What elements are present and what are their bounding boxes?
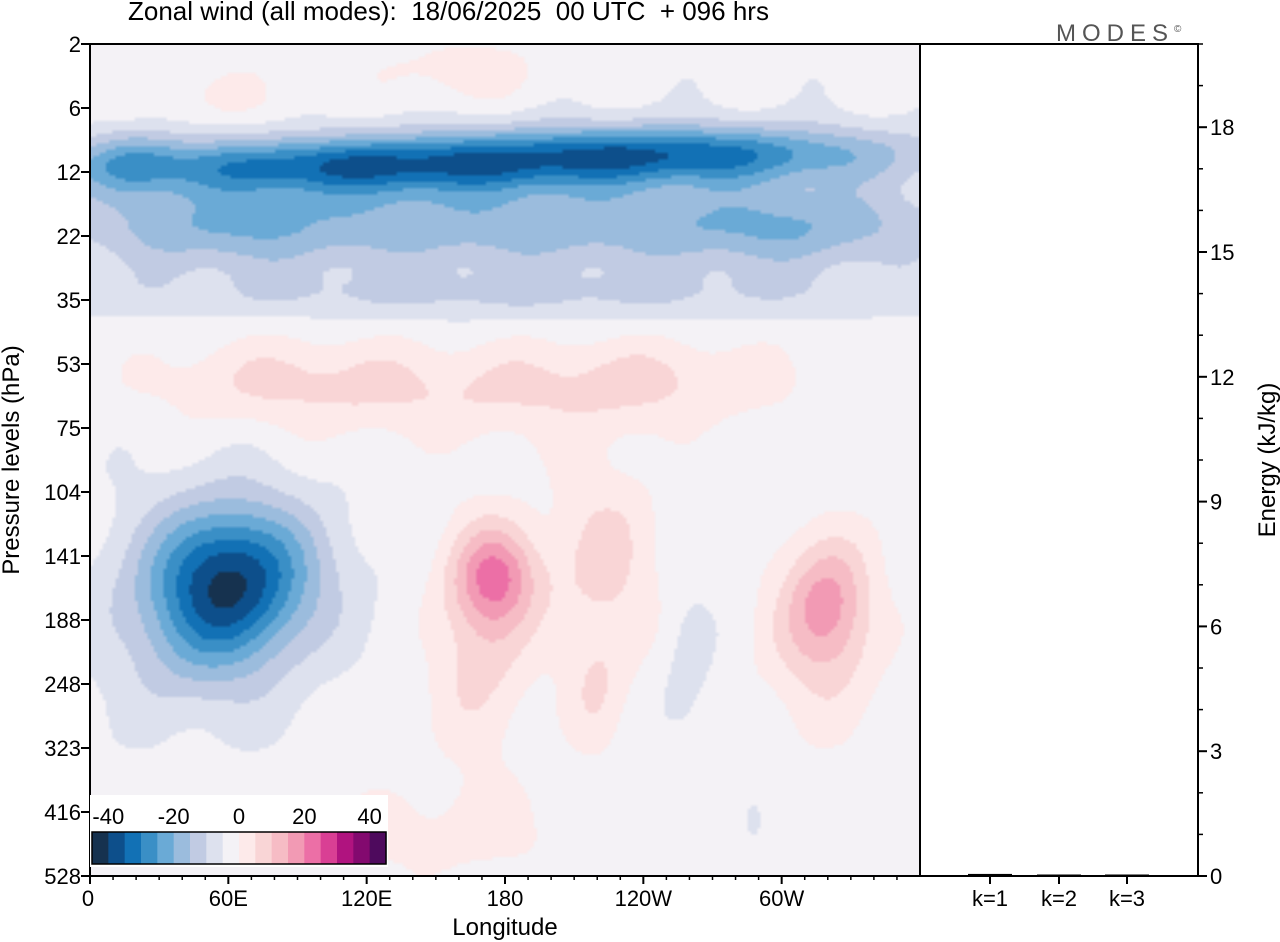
energy-tick-label: 12: [1210, 365, 1234, 390]
colorbar-frame: [91, 831, 387, 865]
colorbar-swatch: [92, 832, 109, 864]
energy-tick-label: 3: [1210, 739, 1222, 764]
energy-category-label: k=1: [972, 886, 1008, 911]
colorbar-tick-label: -40: [92, 804, 124, 829]
energy-panel: [919, 43, 1199, 877]
colorbar-tick-label: 40: [357, 804, 381, 829]
logo-mark: ©: [1174, 24, 1182, 35]
y-tick-label: 2: [69, 32, 81, 57]
colorbar-swatch: [304, 832, 322, 864]
x-tick-label: 120E: [341, 886, 392, 911]
x-tick-label: 0: [82, 886, 94, 911]
x-tick-label: 120W: [615, 886, 673, 911]
x-axis-label: Longitude: [452, 914, 557, 941]
y-tick-label: 416: [44, 800, 81, 825]
colorbar-swatch: [157, 832, 175, 864]
y-tick-label: 6: [69, 96, 81, 121]
x-tick-label: 60W: [759, 886, 804, 911]
chart-title: Zonal wind (all modes): 18/06/2025 00 UT…: [128, 0, 769, 26]
colorbar-swatch: [141, 832, 158, 864]
colorbar-swatch: [222, 832, 240, 864]
energy-tick-label: 6: [1210, 614, 1222, 639]
colorbar-swatch: [108, 832, 126, 864]
colorbar-swatch: [255, 832, 273, 864]
y-tick-label: 248: [44, 672, 81, 697]
y-axis-label: Pressure levels (hPa): [0, 345, 25, 574]
y-tick-label: 53: [57, 352, 81, 377]
y-tick-label: 141: [44, 544, 81, 569]
y-tick-label: 12: [57, 160, 81, 185]
energy-axis-label: Energy (kJ/kg): [1254, 383, 1280, 538]
energy-bar: [968, 873, 1012, 876]
modes-logo: MODES©: [1056, 20, 1181, 48]
energy-tick-label: 15: [1210, 240, 1234, 265]
energy-category-label: k=3: [1109, 886, 1145, 911]
colorbar-tick-label: -20: [158, 804, 190, 829]
colorbar-swatch: [239, 832, 256, 864]
colorbar-tick-label: 0: [233, 804, 245, 829]
y-tick-label: 323: [44, 736, 81, 761]
colorbar-swatch: [353, 832, 371, 864]
colorbar-swatch: [173, 832, 191, 864]
colorbar-swatch: [288, 832, 305, 864]
logo-text: MODES: [1056, 20, 1175, 47]
energy-category-label: k=2: [1041, 886, 1077, 911]
energy-bar: [1037, 874, 1081, 876]
y-tick-label: 22: [57, 224, 81, 249]
y-tick-label: 528: [44, 864, 81, 889]
y-tick-label: 188: [44, 608, 81, 633]
heatmap-field: [90, 44, 920, 876]
energy-bar: [1105, 874, 1149, 876]
y-tick-label: 104: [44, 480, 81, 505]
energy-tick-label: 18: [1210, 115, 1234, 140]
energy-axes: 0 3 6 9 12 15 18 k=1 k=2 k=3: [972, 43, 1234, 911]
energy-bars: [968, 873, 1149, 876]
x-tick-label: 60E: [209, 886, 248, 911]
y-tick-label: 35: [57, 288, 81, 313]
colorbar: -40 -20 0 20 40: [90, 795, 388, 867]
y-tick-label: 75: [57, 416, 81, 441]
colorbar-swatch: [271, 832, 289, 864]
colorbar-swatch: [369, 832, 387, 864]
colorbar-swatch: [206, 832, 224, 864]
colorbar-swatch: [124, 832, 142, 864]
x-tick-label: 180: [487, 886, 524, 911]
energy-tick-label: 0: [1210, 864, 1222, 889]
energy-tick-label: 9: [1210, 490, 1222, 515]
colorbar-swatch: [337, 832, 354, 864]
colorbar-tick-label: 20: [292, 804, 316, 829]
colorbar-swatch: [320, 832, 338, 864]
colorbar-swatch: [190, 832, 207, 864]
